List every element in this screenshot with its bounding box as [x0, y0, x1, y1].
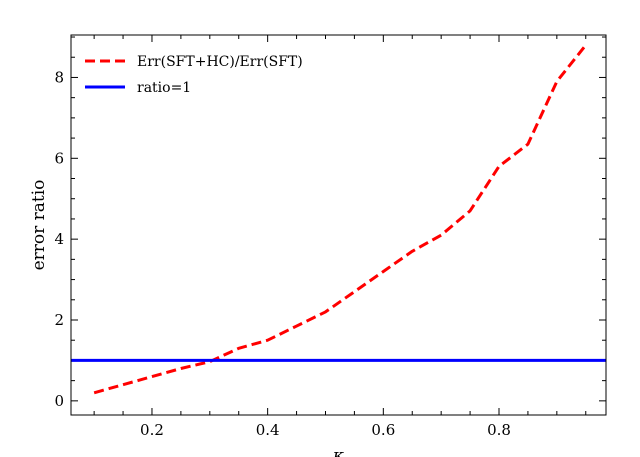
y-tick-label: 6: [54, 149, 64, 167]
series-layer: [71, 44, 606, 395]
x-tick-label: 0.2: [140, 421, 164, 439]
legend-label-2: ratio=1: [137, 80, 191, 96]
y-tick-label: 4: [54, 230, 64, 248]
major-ticks: [71, 35, 606, 415]
y-tick-label: 2: [54, 311, 64, 329]
plot-frame: [70, 34, 607, 416]
x-tick-label: 0.4: [256, 421, 280, 439]
x-tick-label: 0.8: [487, 421, 511, 439]
legend-label-1: Err(SFT+HC)/Err(SFT): [137, 54, 303, 70]
series-line-1: [93, 44, 587, 395]
x-tick-label: 0.6: [371, 421, 395, 439]
minor-ticks: [71, 35, 606, 415]
tick-labels: 0.2 0.4 0.6 0.8 0 2 4 6 8: [54, 68, 510, 439]
y-tick-label: 0: [54, 392, 64, 410]
y-axis-label: error ratio: [29, 180, 49, 271]
y-tick-label: 8: [54, 68, 64, 86]
legend: Err(SFT+HC)/Err(SFT) ratio=1: [85, 54, 303, 96]
x-axis-label: κ: [332, 446, 344, 457]
